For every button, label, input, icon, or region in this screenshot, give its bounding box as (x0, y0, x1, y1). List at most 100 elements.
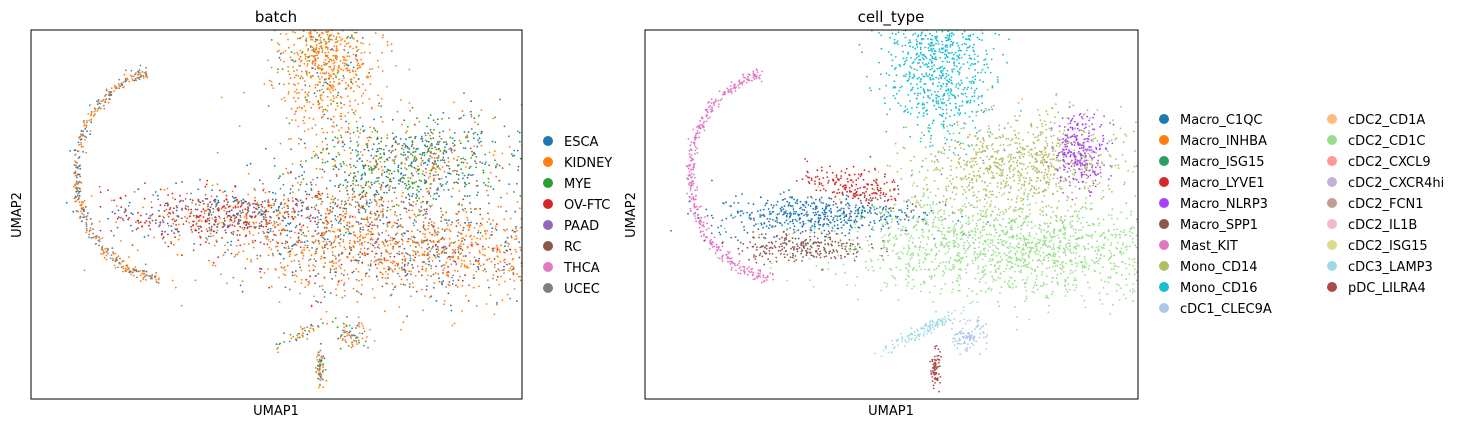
data-point (408, 69, 410, 71)
data-point (327, 161, 329, 163)
data-point (382, 170, 384, 172)
data-point (537, 250, 539, 252)
data-point (365, 275, 367, 277)
data-point (75, 149, 77, 151)
data-point (352, 216, 354, 218)
data-point (107, 253, 109, 255)
data-point (387, 44, 389, 46)
data-point (299, 337, 301, 339)
data-point (496, 229, 498, 231)
data-point (399, 246, 401, 248)
data-point (365, 341, 367, 343)
data-point (358, 67, 360, 69)
data-point (416, 148, 418, 150)
data-point (313, 22, 315, 24)
data-point (312, 20, 314, 22)
data-point (470, 244, 472, 246)
data-point (239, 125, 241, 127)
data-point (226, 211, 228, 213)
data-point (140, 221, 142, 223)
data-point (480, 223, 482, 225)
data-point (457, 182, 459, 184)
data-point (107, 218, 109, 220)
data-point (296, 203, 298, 205)
data-point (197, 226, 199, 228)
data-point (357, 103, 359, 105)
data-point (513, 150, 515, 152)
data-point (321, 193, 323, 195)
data-point (242, 211, 244, 213)
data-point (554, 210, 556, 212)
data-point (375, 214, 377, 216)
data-point (410, 258, 412, 260)
data-point (292, 59, 294, 61)
data-point (379, 157, 381, 159)
data-point (292, 275, 294, 277)
data-point (228, 206, 230, 208)
data-point (319, 379, 321, 381)
data-point (378, 244, 380, 246)
data-point (956, 59, 958, 61)
data-point (148, 217, 150, 219)
data-point (305, 110, 307, 112)
data-point (291, 51, 293, 53)
data-point (461, 204, 463, 206)
data-point (322, 111, 324, 113)
data-point (320, 4, 322, 6)
data-point (287, 66, 289, 68)
data-point (450, 305, 452, 307)
data-point (411, 195, 413, 197)
data-point (278, 207, 280, 209)
data-point (348, 345, 350, 347)
data-point (303, 178, 305, 180)
data-point (462, 229, 464, 231)
data-point (405, 271, 407, 273)
data-point (341, 280, 343, 282)
data-point (944, 143, 946, 145)
data-point (99, 241, 101, 243)
data-point (475, 208, 477, 210)
data-point (75, 164, 77, 166)
data-point (402, 192, 404, 194)
data-point (256, 209, 258, 211)
data-point (314, 266, 316, 268)
data-point (427, 191, 429, 193)
data-point (226, 282, 228, 284)
data-point (408, 137, 410, 139)
data-point (292, 31, 294, 33)
data-point (331, 69, 333, 71)
data-point (368, 206, 370, 208)
data-point (963, 122, 965, 124)
data-point (290, 334, 292, 336)
data-point (474, 153, 476, 155)
data-point (330, 19, 332, 21)
data-point (462, 172, 464, 174)
data-point (966, 77, 968, 79)
data-point (418, 191, 420, 193)
data-point (323, 6, 325, 8)
data-point (339, 245, 341, 247)
data-point (217, 183, 219, 185)
data-point (174, 220, 176, 222)
data-point (320, 302, 322, 304)
data-point (296, 52, 298, 54)
data-point (315, 371, 317, 373)
data-point (330, 221, 332, 223)
data-point (360, 231, 362, 233)
data-point (359, 65, 361, 67)
data-point (282, 52, 284, 54)
data-point (322, 355, 324, 357)
data-point (469, 236, 471, 238)
data-point (301, 205, 303, 207)
data-point (400, 138, 402, 140)
data-point (336, 36, 338, 38)
data-point (302, 25, 304, 27)
data-point (416, 157, 418, 159)
data-point (357, 21, 359, 23)
data-point (228, 211, 230, 213)
data-point (199, 204, 201, 206)
data-point (438, 155, 440, 157)
data-point (288, 93, 290, 95)
data-point (314, 20, 316, 22)
data-point (358, 342, 360, 344)
